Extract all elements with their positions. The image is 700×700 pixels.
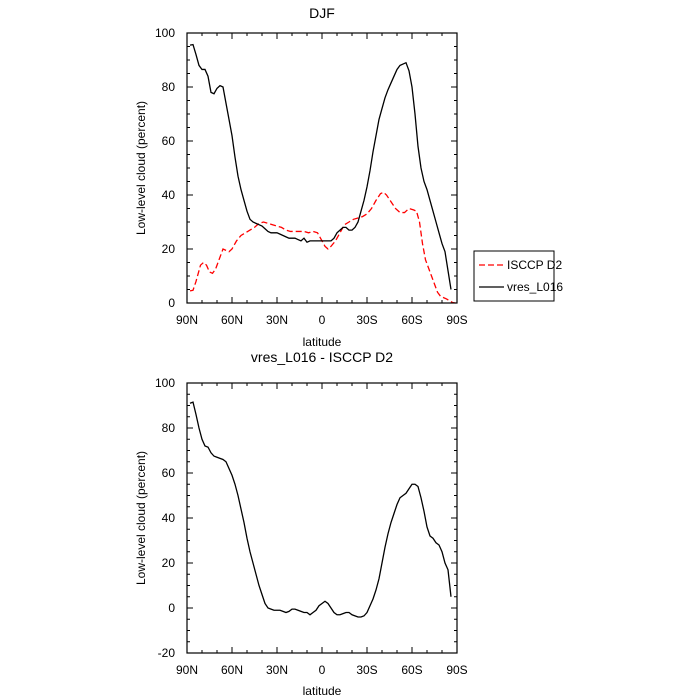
y-tick-label: 40 <box>162 188 176 202</box>
y-tick-label: 20 <box>162 242 176 256</box>
x-tick-label: 90N <box>176 663 198 677</box>
y-tick-label: -20 <box>158 646 176 660</box>
y-tick-label: 20 <box>162 556 176 570</box>
x-tick-label: 30S <box>356 313 377 327</box>
series-line-isccp-d2 <box>189 191 456 304</box>
series-line-series-0 <box>189 401 452 618</box>
y-tick-label: 40 <box>162 511 176 525</box>
legend: ISCCP D2 vres_L016 <box>473 250 563 302</box>
series-layer <box>189 401 452 618</box>
y-tick-label: 80 <box>162 80 176 94</box>
x-tick-label: 60S <box>401 663 422 677</box>
x-tick-label: 90S <box>446 663 467 677</box>
x-tick-label: 30N <box>266 663 288 677</box>
x-tick-label: 60N <box>221 663 243 677</box>
x-tick-label: 60S <box>401 313 422 327</box>
legend-label-isccp-d2: ISCCP D2 <box>507 258 562 272</box>
x-tick-label: 30S <box>356 663 377 677</box>
legend-label-vres-l016: vres_L016 <box>507 280 563 294</box>
y-tick-label: 100 <box>155 26 175 40</box>
ticks-layer: 90N 60N 30N 0 30S 60S 90S -20 0 20 40 60 80 100 <box>155 376 468 677</box>
y-tick-label: 100 <box>155 376 175 390</box>
x-tick-label: 0 <box>319 663 326 677</box>
ticks-layer: 90N 60N 30N 0 30S 60S 90S 0 20 40 60 80 100 <box>155 26 468 327</box>
chart-title: vres_L016 - ISCCP D2 <box>251 349 393 365</box>
y-tick-label: 80 <box>162 421 176 435</box>
y-axis-label: Low-level cloud (percent) <box>134 451 148 585</box>
x-tick-label: 60N <box>221 313 243 327</box>
chart-title: DJF <box>309 5 335 21</box>
y-tick-label: 60 <box>162 466 176 480</box>
y-tick-label: 0 <box>168 601 175 615</box>
x-tick-label: 90N <box>176 313 198 327</box>
y-tick-label: 0 <box>168 296 175 310</box>
x-tick-label: 90S <box>446 313 467 327</box>
chart-djf: DJF 90N 60N 30N 0 30S 60S 90S 0 20 40 60 80 100 lati… <box>134 5 468 349</box>
series-line-vres-l016 <box>189 43 452 290</box>
series-layer <box>189 43 456 304</box>
y-tick-label: 60 <box>162 134 176 148</box>
x-tick-label: 0 <box>319 313 326 327</box>
legend-box <box>473 250 555 302</box>
x-axis-label: latitude <box>303 335 342 349</box>
y-axis-label: Low-level cloud (percent) <box>134 101 148 235</box>
x-tick-label: 30N <box>266 313 288 327</box>
chart-difference: vres_L016 - ISCCP D2 90N 60N 30N 0 30S 60S 90S… <box>134 349 468 698</box>
x-axis-label: latitude <box>303 684 342 698</box>
